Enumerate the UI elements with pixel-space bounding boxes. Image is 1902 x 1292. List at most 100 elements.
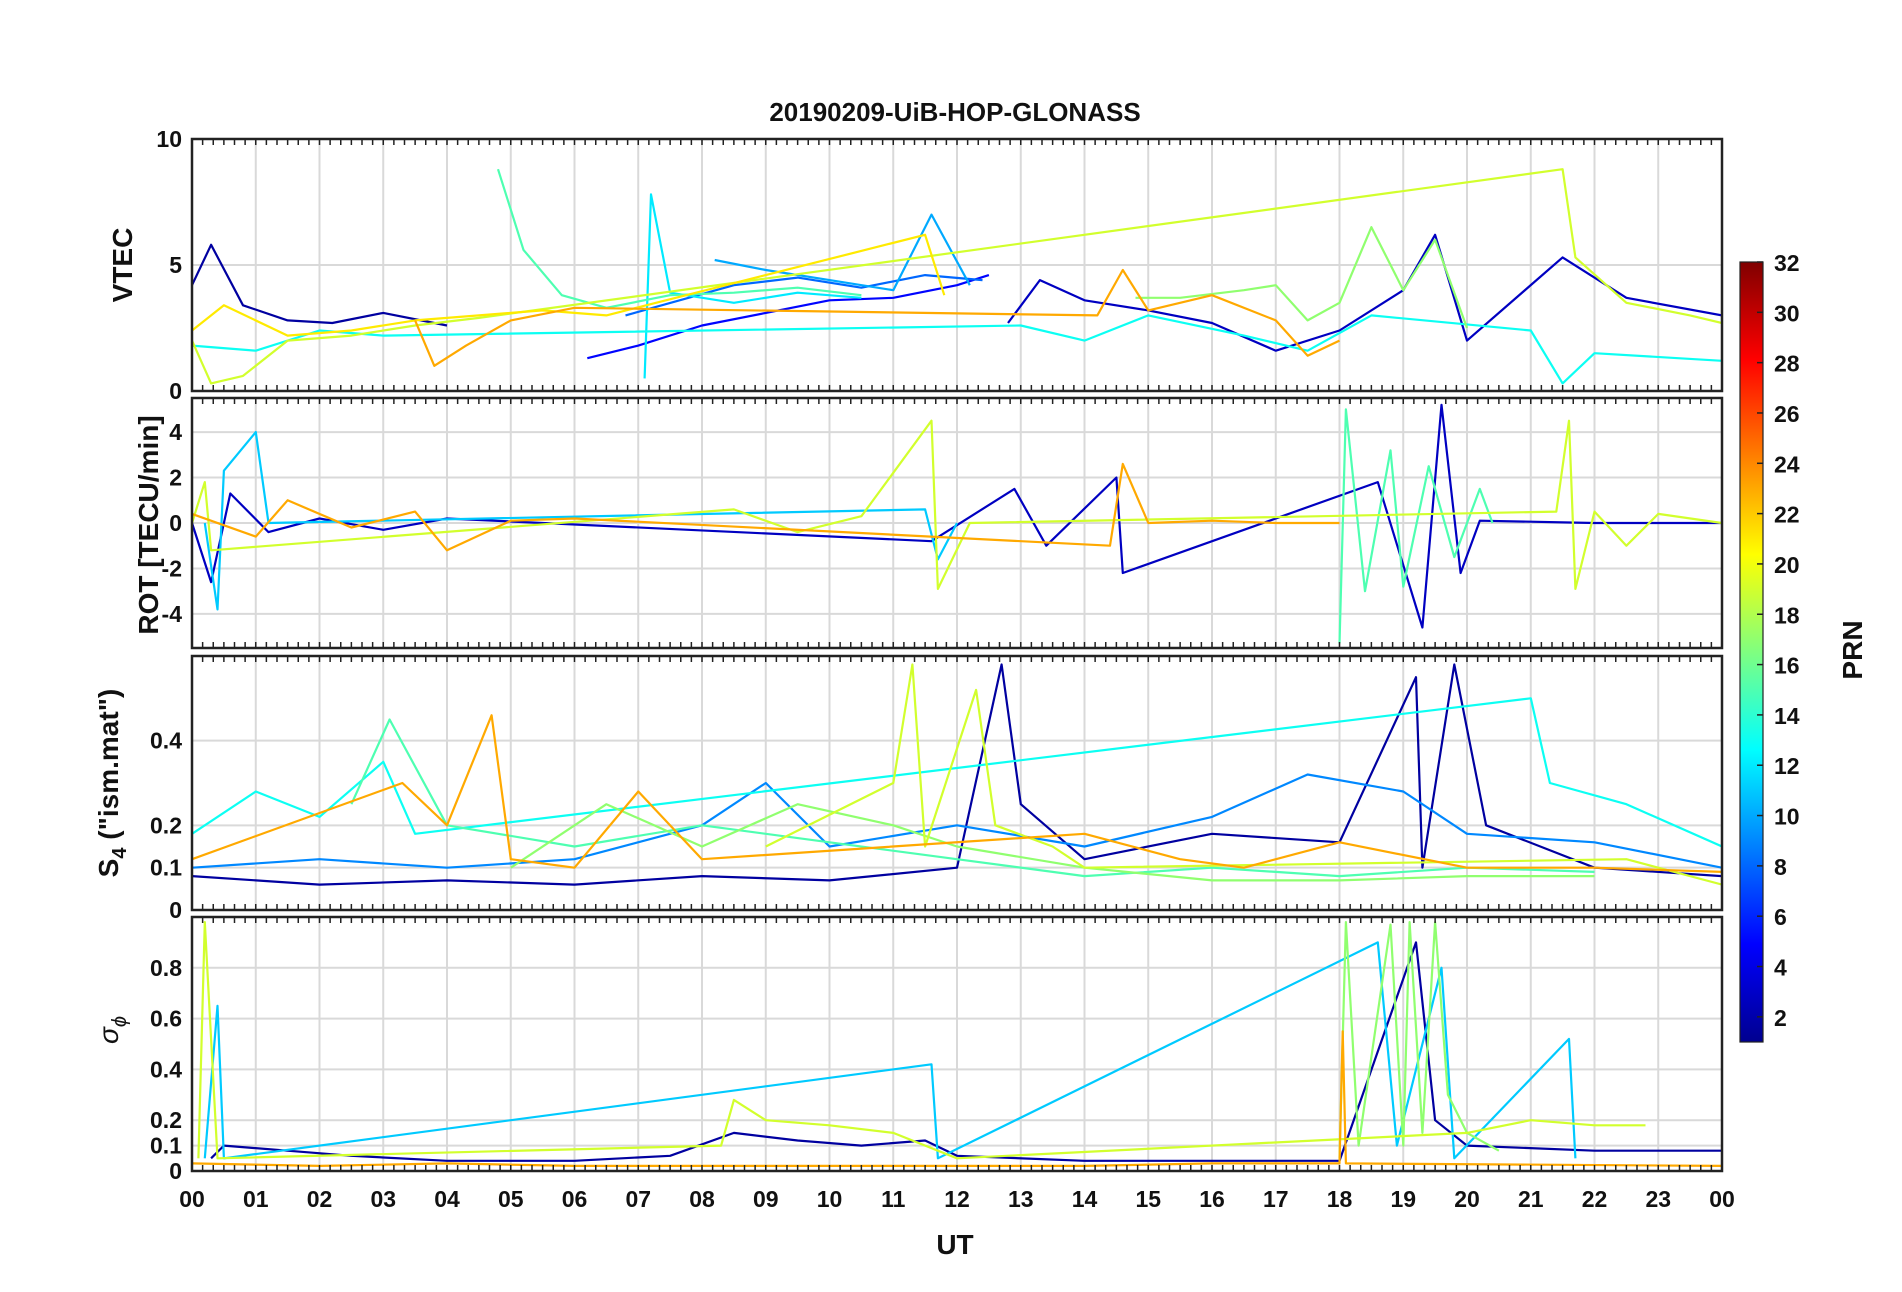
colorbar-gradient xyxy=(1739,261,1764,1043)
vtec-panel: 0 5 10 VTEC xyxy=(107,126,1724,404)
x-tick-label: 19 xyxy=(1390,1186,1416,1212)
y-tick-label: -4 xyxy=(162,601,183,627)
colorbar-tick-label: 32 xyxy=(1774,250,1800,276)
y-tick-label: 0.1 xyxy=(150,855,182,881)
y-tick-label: 0 xyxy=(169,1158,182,1184)
x-tick-label: 10 xyxy=(817,1186,843,1212)
colorbar-tick-label: 4 xyxy=(1774,955,1787,981)
y-tick-label: 0.4 xyxy=(150,728,182,754)
series-line-prn-13 xyxy=(192,697,1722,848)
series-line-prn-15 xyxy=(1338,408,1494,644)
colorbar-tick-label: 2 xyxy=(1774,1005,1787,1031)
y-tick-label: 0.1 xyxy=(150,1133,182,1159)
colorbar-tick-label: 8 xyxy=(1774,854,1787,880)
x-tick-label: 03 xyxy=(370,1186,396,1212)
x-tick-labels: 00 01 02 03 04 05 06 07 08 09 10 11 12 13 14 15 16 17 18 19… xyxy=(179,1186,1735,1212)
x-tick-label: 20 xyxy=(1454,1186,1480,1212)
y-tick-label: 0 xyxy=(169,378,182,404)
x-tick-label: 22 xyxy=(1582,1186,1608,1212)
colorbar-tick-label: 12 xyxy=(1774,753,1800,779)
x-tick-label: 13 xyxy=(1008,1186,1034,1212)
x-tick-label: 01 xyxy=(243,1186,269,1212)
x-tick-label: 23 xyxy=(1645,1186,1671,1212)
x-tick-label: 14 xyxy=(1072,1186,1098,1212)
y-tick-label: 0.2 xyxy=(150,812,182,838)
colorbar-tick-label: 28 xyxy=(1774,351,1800,377)
series-line-prn-19 xyxy=(192,419,1722,591)
series-line-prn-19 xyxy=(192,168,1722,385)
x-tick-label: 21 xyxy=(1518,1186,1544,1212)
x-tick-label: 09 xyxy=(753,1186,779,1212)
series-line-prn-15 xyxy=(350,718,1595,878)
series-line-prn-2 xyxy=(192,663,1722,886)
y-axis-label: S4 ("ism.mat") xyxy=(93,689,131,878)
series-line-prn-19 xyxy=(765,663,1722,886)
y-tick-label: 0.2 xyxy=(150,1107,182,1133)
series-line-prn-10 xyxy=(714,213,971,292)
series-line-prn-17 xyxy=(1135,226,1469,329)
colorbar-tick-label: 16 xyxy=(1774,653,1800,679)
x-tick-label: 11 xyxy=(881,1186,906,1212)
series-line-prn-21 xyxy=(192,233,946,337)
colorbar-label: PRN xyxy=(1837,620,1868,679)
y-tick-label: -2 xyxy=(162,555,182,581)
x-tick-label: 02 xyxy=(307,1186,333,1212)
figure-title: 20190209-UiB-HOP-GLONASS xyxy=(769,97,1140,127)
sigma-phi-panel: 00.10.2 0.4 0.6 0.8 σϕ xyxy=(93,915,1724,1184)
x-tick-label: 15 xyxy=(1135,1186,1161,1212)
x-tick-label: 17 xyxy=(1263,1186,1289,1212)
colorbar-tick-label: 10 xyxy=(1774,804,1800,830)
x-tick-label: 08 xyxy=(689,1186,715,1212)
series-line-prn-3 xyxy=(192,403,1722,629)
x-tick-label: 00 xyxy=(1709,1186,1735,1212)
x-tick-label: 04 xyxy=(434,1186,460,1212)
series-line-prn-11 xyxy=(203,941,1577,1160)
series-line-prn-8 xyxy=(625,274,983,317)
series-line-prn-12 xyxy=(643,193,862,379)
colorbar-tick-label: 30 xyxy=(1774,300,1800,326)
series-line-prn-5 xyxy=(587,274,990,360)
x-tick-label: 16 xyxy=(1199,1186,1225,1212)
y-axis-label: σϕ xyxy=(93,1016,131,1044)
colorbar-tick-label: 14 xyxy=(1774,703,1800,729)
y-tick-label: 0.6 xyxy=(150,1006,182,1032)
x-tick-label: 06 xyxy=(562,1186,588,1212)
colorbar-tick-label: 26 xyxy=(1774,401,1800,427)
y-axis-label: ROT [TECU/min] xyxy=(133,415,164,634)
y-tick-label: 0 xyxy=(169,897,182,923)
colorbar-tick-label: 22 xyxy=(1774,502,1800,528)
y-tick-label: 0 xyxy=(169,510,182,536)
y-tick-label: 0.4 xyxy=(150,1056,182,1082)
x-tick-label: 18 xyxy=(1327,1186,1353,1212)
y-tick-label: 10 xyxy=(156,126,182,152)
series-line-prn-19 xyxy=(197,920,1646,1160)
y-tick-label: 0.8 xyxy=(150,955,182,981)
colorbar-tick-label: 18 xyxy=(1774,602,1800,628)
series-line-prn-3 xyxy=(1007,233,1722,352)
series-line-prn-2 xyxy=(192,243,448,327)
series-line-prn-15 xyxy=(496,168,862,309)
x-tick-label: 12 xyxy=(944,1186,970,1212)
s4-panel: 0 0.1 0.2 0.4 S4 ("ism.mat") xyxy=(93,654,1724,923)
colorbar-tick-label: 24 xyxy=(1774,451,1800,477)
series-line-prn-23 xyxy=(414,268,1340,367)
x-tick-label: 07 xyxy=(625,1186,651,1212)
colorbar-tick-label: 6 xyxy=(1774,904,1787,930)
x-tick-label: 00 xyxy=(179,1186,205,1212)
y-tick-label: 4 xyxy=(169,419,182,445)
y-tick-label: 5 xyxy=(169,252,182,278)
series-line-prn-23 xyxy=(192,462,1340,552)
x-axis-label: UT xyxy=(936,1229,973,1260)
y-tick-label: 2 xyxy=(169,465,182,491)
series-line-prn-17 xyxy=(510,803,1595,882)
x-tick-label: 05 xyxy=(498,1186,524,1212)
colorbar-tick-label: 20 xyxy=(1774,552,1800,578)
series-line-prn-9 xyxy=(192,773,1722,869)
series-line-prn-23 xyxy=(192,714,1722,873)
y-axis-label: VTEC xyxy=(107,228,138,303)
